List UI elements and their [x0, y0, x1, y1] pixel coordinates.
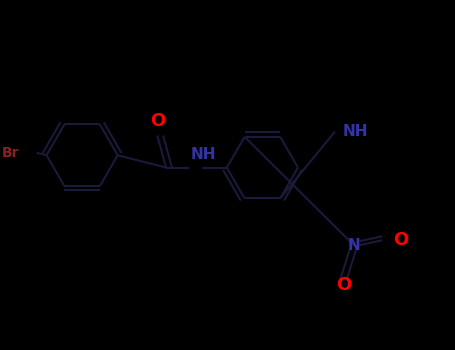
Text: N: N	[347, 238, 360, 253]
Text: NH: NH	[191, 147, 216, 162]
Text: O: O	[151, 112, 166, 130]
Text: NH: NH	[343, 124, 368, 139]
Text: Br: Br	[2, 146, 20, 160]
Text: O: O	[336, 276, 352, 294]
Text: O: O	[393, 231, 409, 249]
